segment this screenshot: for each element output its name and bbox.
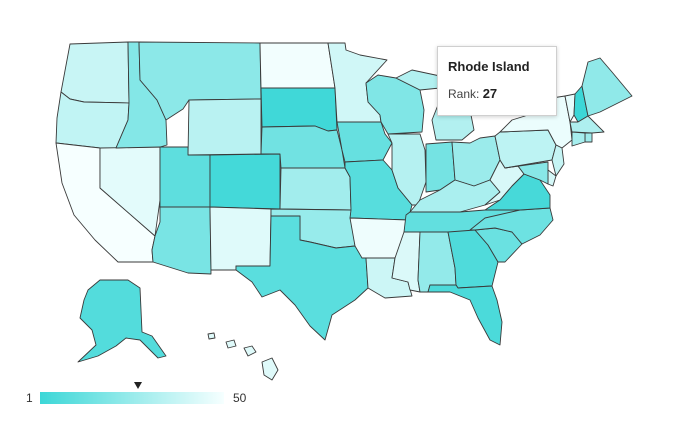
state-illinois[interactable] <box>387 133 427 206</box>
tooltip-rank-value: 27 <box>482 86 498 101</box>
state-maine[interactable] <box>581 57 633 117</box>
state-tooltip: Rhode Island Rank: 27 <box>437 46 557 116</box>
legend-max-label: 50 <box>233 391 247 405</box>
state-new-mexico[interactable] <box>209 206 272 271</box>
state-iowa[interactable] <box>336 121 393 163</box>
legend-min-label: 1 <box>26 391 33 405</box>
state-utah[interactable] <box>159 146 211 208</box>
state-florida[interactable] <box>427 284 503 346</box>
state-alaska[interactable] <box>77 279 167 363</box>
legend-gradient-bar <box>40 392 224 404</box>
color-legend: 1 50 <box>0 380 260 410</box>
hawaii-oahu-shape <box>225 339 237 349</box>
state-nebraska[interactable] <box>260 125 346 169</box>
state-washington[interactable] <box>60 41 130 104</box>
state-massachusetts[interactable] <box>569 115 605 134</box>
state-rhode-island[interactable] <box>584 132 593 143</box>
state-kentucky[interactable] <box>409 179 501 213</box>
state-south-dakota[interactable] <box>260 87 338 132</box>
state-texas[interactable] <box>235 215 369 341</box>
tooltip-state-name: Rhode Island <box>448 59 530 74</box>
state-north-dakota[interactable] <box>259 42 336 89</box>
state-kansas[interactable] <box>279 167 352 211</box>
hawaii-maui-shape <box>243 345 257 357</box>
state-maryland[interactable] <box>504 161 549 185</box>
tooltip-rank-row: Rank: 27 <box>448 86 546 101</box>
state-north-carolina[interactable] <box>469 207 554 245</box>
state-arizona[interactable] <box>151 206 212 275</box>
state-colorado[interactable] <box>209 153 281 210</box>
state-wisconsin[interactable] <box>365 74 425 135</box>
state-wyoming[interactable] <box>187 98 262 156</box>
state-hawaii[interactable] <box>261 357 279 381</box>
state-new-jersey[interactable] <box>551 144 565 177</box>
tooltip-rank-label: Rank: <box>448 87 480 101</box>
legend-marker <box>133 382 142 389</box>
hawaii-islands <box>207 332 279 381</box>
hawaii-kauai-shape <box>207 332 216 340</box>
state-connecticut[interactable] <box>571 131 586 147</box>
